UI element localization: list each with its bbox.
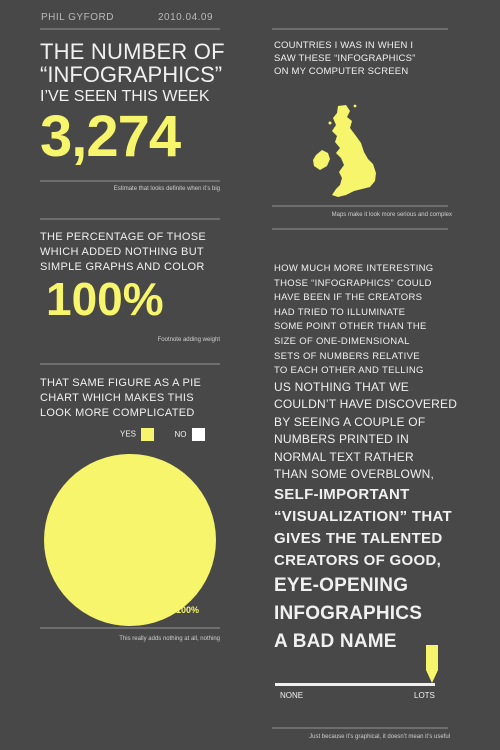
essay-line: COULDN’T HAVE DISCOVERED (274, 397, 458, 412)
footnote: Footnote adding weight (157, 337, 220, 343)
heading-line: SIMPLE GRAPHS AND COLOR (40, 260, 205, 273)
infographics-count-heading: THE NUMBER OF “INFOGRAPHICS” I’VE SEEN T… (40, 40, 230, 106)
rule (40, 28, 220, 30)
percentage-heading: THE PERCENTAGE OF THOSE WHICH ADDED NOTH… (40, 230, 230, 275)
author-name: PHIL GYFORD (41, 12, 114, 23)
rule (272, 228, 448, 230)
pie-slice-yes (44, 454, 216, 626)
essay-line: SELF-IMPORTANT (274, 485, 410, 503)
footnote: Maps make it look more serious and compl… (331, 212, 452, 218)
essay-line: US NOTHING THAT WE (274, 379, 409, 394)
heading-line: SAW THESE “INFOGRAPHICS” (274, 52, 416, 64)
heading-line: LOOK MORE COMPLICATED (40, 406, 195, 419)
rule (40, 218, 220, 220)
essay-line: HOW MUCH MORE INTERESTING (274, 263, 434, 274)
legend-yes-label: YES (120, 429, 137, 439)
essay-text: HOW MUCH MORE INTERESTING THOSE “INFOGRAP… (274, 262, 459, 656)
footnote: Just because it’s graphical, it doesn’t … (309, 734, 450, 740)
essay-line: HAVE BEEN IF THE CREATORS (274, 292, 423, 304)
footnote: Estimate that looks definite when it’s b… (113, 186, 220, 192)
scale-track (275, 683, 435, 686)
rule (40, 627, 220, 629)
heading-line: THAT SAME FIGURE AS A PIE (40, 377, 202, 389)
big-number-percentage: 100% (46, 273, 164, 325)
rule (40, 180, 220, 182)
essay-line: INFOGRAPHICS (274, 602, 423, 624)
scale-marker (425, 645, 439, 683)
pie-value-label: 100% (176, 605, 200, 615)
essay-line: THOSE “INFOGRAPHICS” COULD (274, 277, 432, 289)
legend-yes-swatch (141, 428, 155, 441)
pie-legend: YES NO (120, 428, 205, 441)
rule (272, 28, 448, 30)
heading-line: WHICH ADDED NOTHING BUT (40, 245, 204, 258)
essay-line: NORMAL TEXT RATHER (274, 449, 414, 464)
rule (40, 363, 220, 365)
rule (272, 727, 448, 729)
heading-line: THE NUMBER OF (40, 39, 225, 64)
big-number-count: 3,274 (40, 104, 181, 169)
heading-line: “INFOGRAPHICS” (40, 62, 223, 88)
essay-line: TO EACH OTHER AND TELLING (274, 365, 424, 377)
footnote: This really adds nothing at all, nothing (119, 636, 220, 642)
uk-map-icon (313, 104, 376, 197)
essay-line: HAD TRIED TO ILLUMINATE (274, 306, 406, 318)
essay-line: NUMBERS PRINTED IN (274, 432, 409, 447)
essay-line: SOME POINT OTHER THAN THE (274, 321, 427, 333)
scale-left-label: NONE (280, 691, 304, 700)
heading-line: CHART WHICH MAKES THIS (40, 391, 194, 404)
scale-right-label: LOTS (414, 691, 435, 700)
date-label: 2010.04.09 (158, 12, 214, 23)
pie-heading: THAT SAME FIGURE AS A PIE CHART WHICH MA… (40, 376, 230, 421)
heading-line: THE PERCENTAGE OF THOSE (40, 231, 207, 243)
heading-line: ON MY COMPUTER SCREEN (274, 65, 409, 77)
essay-line: THAN SOME OVERBLOWN, (274, 467, 435, 482)
map-heading: COUNTRIES I WAS IN WHEN I SAW THESE “INF… (274, 40, 454, 78)
essay-line: CREATORS OF GOOD, (274, 551, 442, 569)
essay-line: GIVES THE TALENTED (274, 529, 443, 547)
heading-line: I’VE SEEN THIS WEEK (40, 87, 210, 105)
heading-line: COUNTRIES I WAS IN WHEN I (274, 40, 414, 51)
essay-line: EYE-OPENING (274, 574, 409, 596)
essay-line: A BAD NAME (274, 630, 397, 652)
legend-no-swatch (191, 428, 205, 441)
legend-no-label: NO (174, 429, 187, 439)
rule (272, 205, 448, 207)
pie-chart (44, 454, 216, 626)
essay-line: SETS OF NUMBERS RELATIVE (274, 350, 420, 362)
essay-line: SIZE OF ONE-DIMENSIONAL (274, 335, 410, 347)
essay-line: BY SEEING A COUPLE OF (274, 414, 426, 429)
essay-line: “VISUALIZATION” THAT (274, 507, 452, 525)
